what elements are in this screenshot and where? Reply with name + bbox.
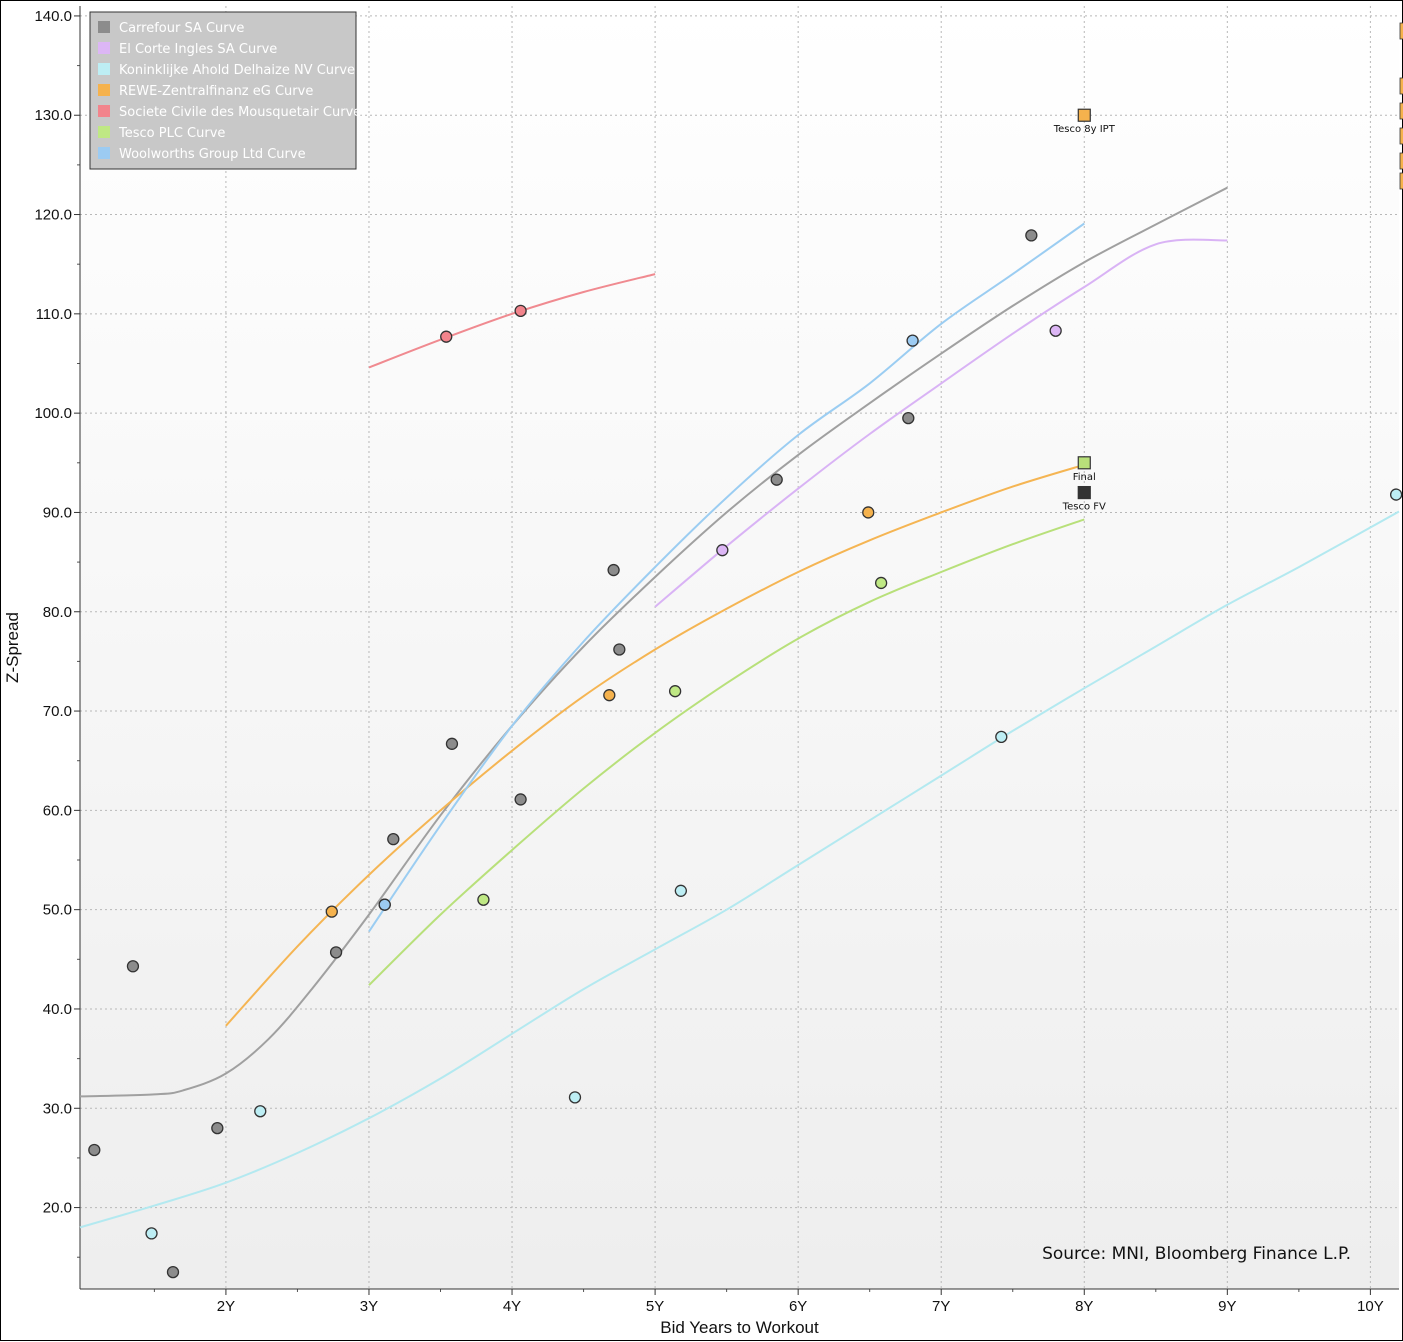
y-tick-label: 40.0 <box>43 1001 72 1018</box>
y-tick-label: 20.0 <box>43 1200 72 1217</box>
data-point-series-3 <box>862 506 875 519</box>
annotation-marker <box>1077 485 1091 500</box>
data-point-series-6 <box>906 334 919 347</box>
y-tick-label: 110.0 <box>36 306 72 323</box>
data-point-series-3 <box>325 905 338 918</box>
annotation-label: Tesco FV <box>1062 502 1106 513</box>
data-point-series-0 <box>902 411 915 425</box>
edge-marker <box>1399 22 1403 40</box>
legend-swatch <box>98 84 110 96</box>
legend-label: El Corte Ingles SA Curve <box>119 42 277 57</box>
data-point-series-2 <box>1389 488 1403 501</box>
data-point-series-1 <box>1049 324 1062 337</box>
edge-marker <box>1399 77 1403 95</box>
y-tick-label: 80.0 <box>43 604 72 621</box>
curve-line-series-4 <box>368 273 656 369</box>
data-point-series-2 <box>254 1105 267 1118</box>
data-point-series-0 <box>607 563 620 577</box>
curve-line-series-3 <box>225 463 1085 1027</box>
legend-label: Koninklijke Ahold Delhaize NV Curve <box>119 63 355 78</box>
data-point-series-3 <box>603 689 616 702</box>
legend-label: Societe Civile des Mousquetair Curve <box>119 105 361 120</box>
y-tick-label: 60.0 <box>43 802 72 819</box>
data-point-series-2 <box>568 1091 582 1104</box>
legend-swatch <box>98 21 110 33</box>
annotation-label: Final <box>1073 472 1096 483</box>
legend-label: REWE-Zentralfinanz eG Curve <box>119 84 313 99</box>
data-point-series-0 <box>613 643 626 656</box>
y-tick-label: 50.0 <box>43 902 72 919</box>
x-tick-label: 10Y <box>1357 1298 1384 1315</box>
x-tick-label: 4Y <box>503 1298 521 1315</box>
data-point-series-1 <box>716 544 729 557</box>
curve-line-series-6 <box>368 222 1085 933</box>
data-point-series-0 <box>445 737 459 750</box>
data-point-series-4 <box>440 330 453 343</box>
x-tick-label: 2Y <box>217 1298 235 1315</box>
x-tick-label: 5Y <box>646 1298 664 1315</box>
data-point-series-0 <box>88 1143 101 1157</box>
x-tick-label: 9Y <box>1218 1298 1236 1315</box>
legend-swatch <box>98 105 110 117</box>
x-tick-label: 7Y <box>932 1298 950 1315</box>
curve-line-series-5 <box>368 518 1085 986</box>
y-axis-title: Z-Spread <box>3 612 22 683</box>
legend-box <box>89 11 357 170</box>
y-tick-label: 130.0 <box>34 107 72 124</box>
annotation-label: Tesco 8y IPT <box>1053 124 1116 135</box>
y-tick-label: 140.0 <box>34 8 72 25</box>
data-point-series-5 <box>668 685 682 698</box>
edge-marker <box>1399 102 1403 120</box>
y-tick-label: 120.0 <box>34 207 72 224</box>
curve-line-series-0 <box>79 186 1228 1098</box>
y-tick-label: 100.0 <box>34 405 72 422</box>
data-point-series-0 <box>126 960 140 973</box>
data-point-series-0 <box>1025 229 1038 242</box>
data-point-series-4 <box>514 304 527 318</box>
legend-label: Woolworths Group Ltd Curve <box>119 147 306 162</box>
legend-swatch <box>98 42 110 54</box>
y-tick-label: 90.0 <box>43 504 72 521</box>
data-point-series-5 <box>477 893 490 906</box>
axes: 2Y 3Y 4Y 5Y 6Y 7Y 8Y 9Y 10Y 20.0 30.0 40.0 50.0 60.0 7… <box>34 6 1399 1315</box>
data-point-series-0 <box>770 473 783 486</box>
data-point-series-0 <box>166 1265 180 1279</box>
edge-marker <box>1399 172 1403 190</box>
legend-swatch <box>98 63 110 75</box>
plot-area <box>80 6 1399 1289</box>
data-point-series-5 <box>874 576 888 590</box>
data-point-series-0 <box>329 946 343 959</box>
data-point-series-2 <box>674 884 687 897</box>
annotation-marker <box>1077 456 1091 470</box>
data-point-series-0 <box>387 833 400 846</box>
data-point-series-0 <box>211 1121 224 1135</box>
data-point-series-2 <box>145 1227 158 1240</box>
edge-marker <box>1399 127 1403 145</box>
annotation-marker <box>1077 108 1091 122</box>
legend-swatch <box>98 126 110 138</box>
legend-label: Tesco PLC Curve <box>118 126 225 141</box>
curve-lines <box>79 186 1400 1229</box>
x-tick-label: 8Y <box>1075 1298 1093 1315</box>
source-note: Source: MNI, Bloomberg Finance L.P. <box>1042 1244 1351 1264</box>
edge-marker <box>1399 152 1403 170</box>
x-axis-title: Bid Years to Workout <box>660 1318 819 1337</box>
legend-label: Carrefour SA Curve <box>119 21 244 36</box>
data-point-series-2 <box>995 730 1008 744</box>
annotations: Tesco 8y IPT Final Tesco FV <box>1053 22 1403 513</box>
x-tick-label: 6Y <box>789 1298 807 1315</box>
y-tick-label: 30.0 <box>43 1100 72 1117</box>
data-point-series-0 <box>514 793 527 806</box>
curve-line-series-2 <box>79 510 1400 1229</box>
legend[interactable]: Carrefour SA Curve El Corte Ingles SA Cur… <box>89 11 361 170</box>
gridlines <box>80 6 1399 1289</box>
data-point-series-6 <box>378 898 391 911</box>
legend-swatch <box>98 147 110 159</box>
y-tick-label: 70.0 <box>43 703 72 720</box>
curve-line-series-1 <box>654 238 1228 608</box>
x-tick-label: 3Y <box>360 1298 378 1315</box>
data-points <box>88 229 1403 1279</box>
